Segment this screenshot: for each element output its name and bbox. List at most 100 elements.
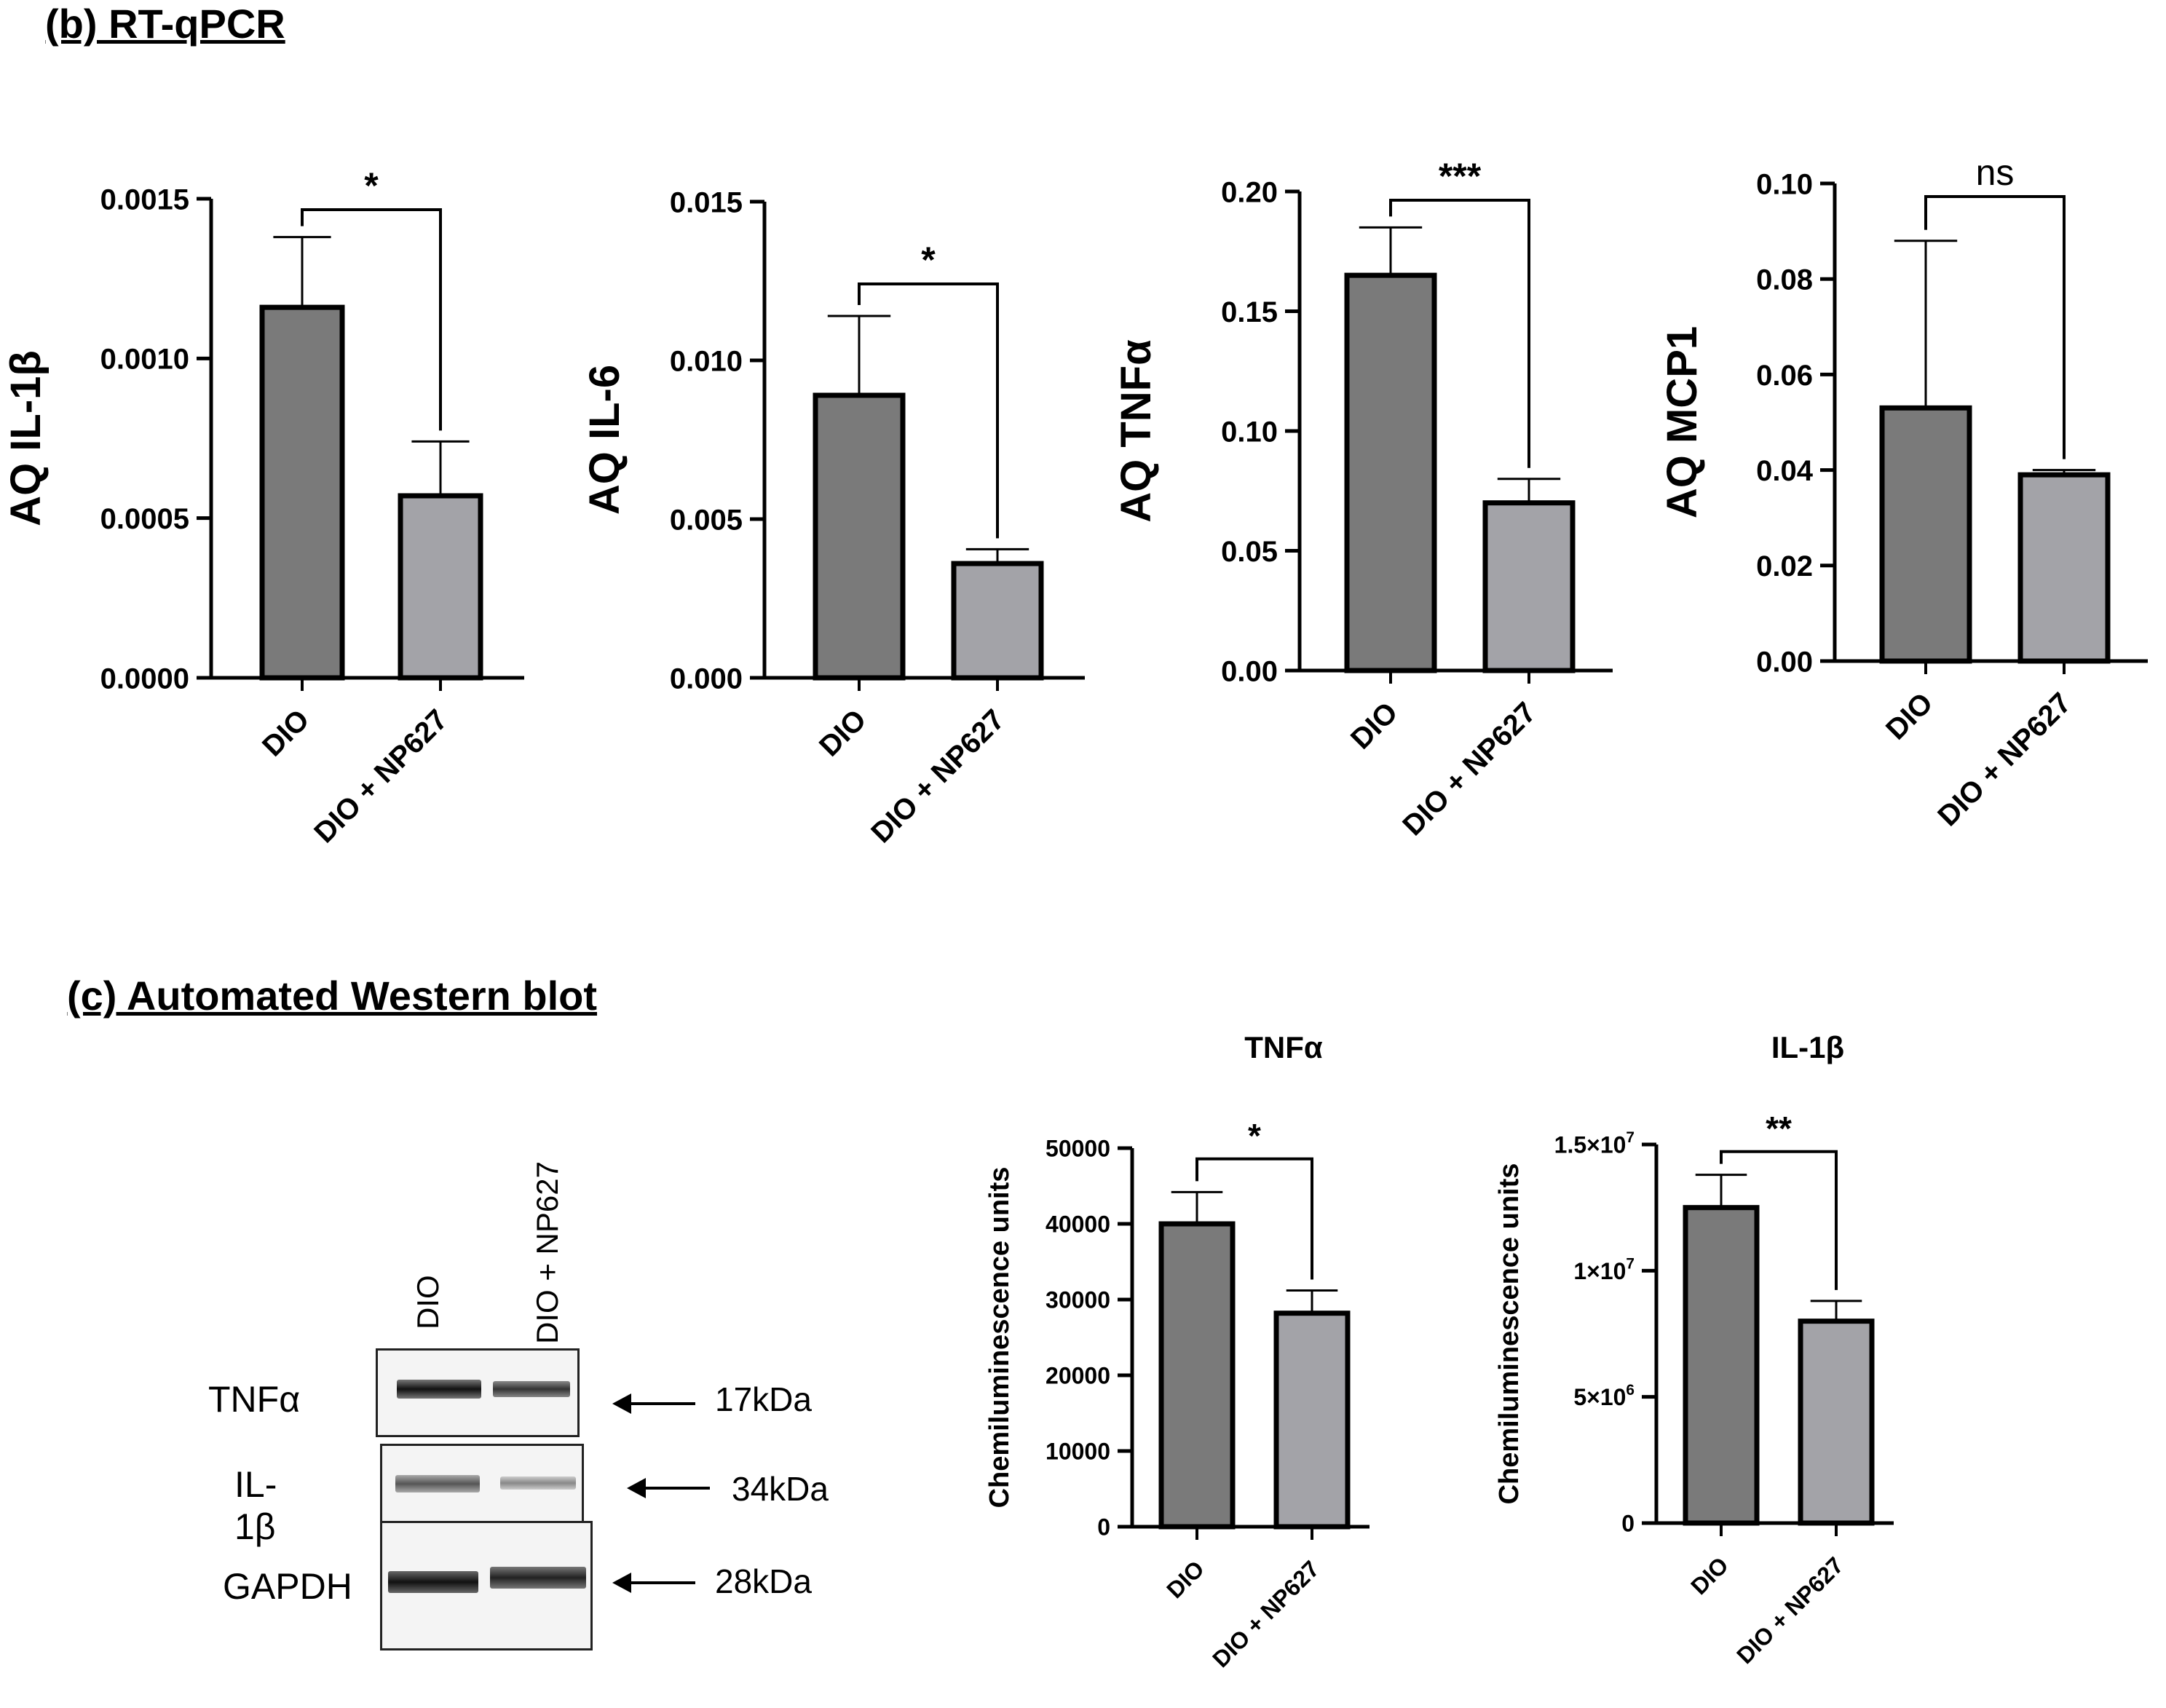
blot-panel-il1b	[380, 1444, 584, 1525]
y-tick-label-base: 1×10	[1573, 1258, 1626, 1284]
y-tick-label: 0.05	[1221, 536, 1278, 568]
y-tick-label-exp: 7	[1626, 1129, 1635, 1146]
arrow-left-icon	[612, 1573, 695, 1593]
y-tick-label: 0.00	[1756, 646, 1813, 678]
y-tick-label: 40000	[1046, 1211, 1110, 1238]
blot-band	[500, 1476, 576, 1490]
y-axis-label: AQ IL-6	[581, 365, 628, 515]
blot-band	[490, 1567, 586, 1589]
significance-label: ns	[1976, 152, 2015, 193]
y-axis-label: Chemiluminescence units	[984, 1167, 1015, 1509]
y-tick-label: 0.15	[1221, 296, 1278, 328]
blot-kda-gapdh: 28kDa	[715, 1562, 812, 1600]
x-category-label: DIO + NP627	[1396, 696, 1542, 842]
y-tick-label: 0.005	[670, 504, 743, 536]
significance-bracket	[1924, 195, 2066, 459]
y-tick-label: 10000	[1046, 1439, 1110, 1465]
y-tick-label: 20000	[1046, 1363, 1110, 1389]
blot-lane-label-dio: DIO	[411, 1275, 445, 1329]
bar	[1879, 405, 1972, 664]
y-tick-label: 0.0000	[100, 663, 189, 695]
y-tick-label-exp: 7	[1626, 1255, 1635, 1272]
bar	[1482, 500, 1576, 673]
bar	[813, 392, 906, 681]
y-tick-label: 30000	[1046, 1287, 1110, 1313]
y-tick-label: 0.010	[670, 345, 743, 377]
chart-title: IL-1β	[1771, 1030, 1844, 1064]
x-category-label: DIO	[1161, 1555, 1209, 1603]
significance-label: *	[364, 165, 379, 206]
y-axis-label: AQ IL-1β	[2, 350, 50, 526]
significance-bracket	[301, 208, 442, 431]
blot-kda-il1b: 34kDa	[732, 1470, 829, 1508]
bar	[1798, 1318, 1875, 1526]
y-tick-label: 0.0015	[100, 183, 189, 216]
y-tick-label: 0.04	[1756, 455, 1814, 487]
significance-bracket	[1720, 1150, 1838, 1290]
bar	[398, 493, 483, 681]
x-category-label: DIO	[1685, 1551, 1734, 1600]
bar	[1683, 1205, 1760, 1526]
y-tick-label-base: 0	[1621, 1511, 1635, 1537]
y-tick-label: 0.0010	[100, 344, 189, 376]
blot-label-tnfa: TNFα	[208, 1379, 301, 1420]
x-category-label: DIO + NP627	[1207, 1555, 1324, 1672]
blot-panel-tnfa	[376, 1348, 580, 1437]
y-tick-label: 5×106	[1573, 1382, 1635, 1410]
bar	[1344, 272, 1437, 673]
blot-band	[493, 1381, 570, 1397]
bar	[1273, 1310, 1351, 1530]
x-category-label: DIO	[1345, 696, 1404, 755]
y-tick-label: 1.5×107	[1554, 1129, 1635, 1158]
y-tick-label: 0	[1097, 1514, 1110, 1541]
x-category-label: DIO + NP627	[865, 703, 1011, 849]
section-c-title: (c) Automated Western blot	[67, 973, 598, 1019]
x-category-label: DIO	[813, 703, 872, 762]
y-tick-label: 0.20	[1221, 176, 1278, 208]
blot-panel-gapdh	[380, 1521, 593, 1650]
arrow-left-icon	[627, 1478, 710, 1498]
chart-title: TNFα	[1244, 1030, 1323, 1064]
significance-label: *	[1248, 1117, 1261, 1155]
y-tick-label: 0.0005	[100, 503, 189, 535]
y-axis-label: AQ TNFα	[1112, 339, 1160, 523]
blot-label-gapdh: GAPDH	[223, 1566, 352, 1607]
y-tick-label: 0.02	[1756, 550, 1813, 582]
bar	[1158, 1221, 1236, 1530]
bar	[2017, 472, 2111, 664]
significance-bracket	[858, 282, 999, 539]
significance-bracket	[1389, 199, 1530, 468]
blot-lane-label-dio-np627: DIO + NP627	[530, 1161, 564, 1344]
y-tick-label: 0.08	[1756, 264, 1813, 296]
y-tick-label: 0.10	[1221, 416, 1278, 448]
significance-label: ***	[1439, 156, 1482, 197]
y-axis-label: AQ MCP1	[1659, 326, 1706, 518]
x-category-label: DIO + NP627	[1731, 1551, 1849, 1669]
y-tick-label: 1×107	[1573, 1255, 1635, 1284]
x-category-label: DIO + NP627	[308, 703, 454, 849]
y-tick-label: 0	[1621, 1511, 1635, 1537]
y-tick-label: 0.015	[670, 186, 743, 218]
x-category-label: DIO + NP627	[1932, 687, 2077, 832]
bar	[951, 561, 1044, 681]
y-tick-label-base: 1.5×10	[1554, 1132, 1627, 1158]
blot-band	[388, 1571, 478, 1593]
blot-kda-tnfa: 17kDa	[715, 1380, 812, 1418]
y-tick-label: 0.000	[670, 663, 743, 695]
x-category-label: DIO	[1880, 687, 1939, 746]
significance-bracket	[1195, 1157, 1313, 1280]
blot-band	[397, 1380, 481, 1399]
y-tick-label: 0.00	[1221, 655, 1278, 687]
y-tick-label-base: 5×10	[1573, 1384, 1626, 1410]
bar	[259, 304, 345, 681]
y-axis-label: Chemiluminescence units	[1494, 1163, 1525, 1505]
blot-band	[395, 1475, 480, 1492]
significance-label: **	[1766, 1110, 1792, 1147]
section-b-title: (b) RT-qPCR	[45, 1, 285, 47]
y-tick-label: 50000	[1046, 1136, 1110, 1162]
